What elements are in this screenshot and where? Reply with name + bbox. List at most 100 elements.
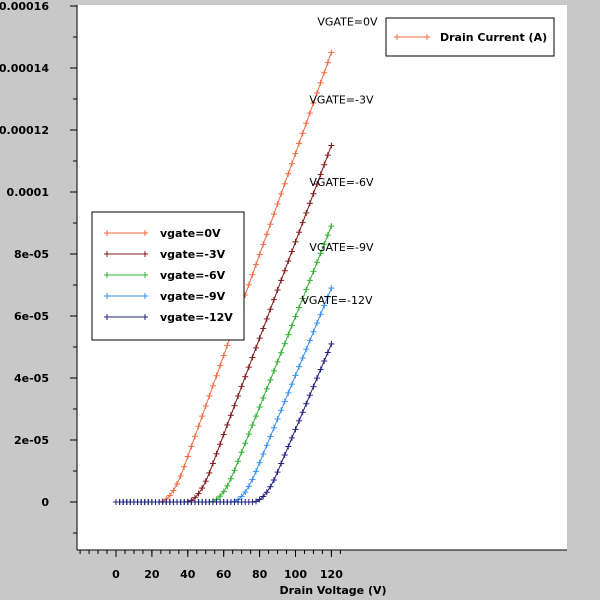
- data-point: [256, 404, 263, 411]
- data-point: [184, 453, 191, 460]
- data-point: [270, 424, 277, 431]
- data-point: [281, 180, 288, 187]
- data-point: [245, 431, 252, 438]
- data-point: [328, 285, 335, 292]
- data-point: [296, 140, 303, 147]
- data-point: [274, 358, 281, 365]
- data-point: [281, 340, 288, 347]
- data-point: [220, 352, 227, 359]
- series-layer: [113, 49, 335, 505]
- data-point: [296, 304, 303, 311]
- data-point: [249, 422, 256, 429]
- data-point: [253, 344, 260, 351]
- data-point: [263, 442, 270, 449]
- legend-marker: [424, 34, 430, 40]
- data-point: [310, 268, 317, 275]
- data-point: [263, 231, 270, 238]
- data-point: [281, 451, 288, 458]
- y-tick-label: 0.00014: [0, 62, 49, 75]
- data-point: [253, 413, 260, 420]
- data-point: [292, 313, 299, 320]
- data-point: [270, 211, 277, 218]
- legend-drain-current: Drain Current (A): [385, 17, 555, 57]
- data-point: [292, 238, 299, 245]
- data-point: [270, 367, 277, 374]
- data-point: [245, 364, 252, 371]
- data-point: [288, 248, 295, 255]
- data-point: [274, 416, 281, 423]
- data-point: [314, 259, 321, 266]
- legend-marker: [394, 34, 400, 40]
- data-point: [317, 79, 324, 86]
- data-point: [314, 375, 321, 382]
- legend-marker: [104, 251, 110, 257]
- legend-label: Drain Current (A): [440, 31, 547, 44]
- data-point: [281, 398, 288, 405]
- x-tick-label: 60: [216, 568, 232, 581]
- data-point: [306, 337, 313, 344]
- data-point: [242, 440, 249, 447]
- legend-item-vgate=-12V: vgate=-12V: [104, 311, 233, 324]
- data-point: [317, 171, 324, 178]
- y-tick-label: 0.00016: [0, 0, 49, 13]
- curve-label: VGATE=-3V: [309, 94, 374, 107]
- data-point: [321, 161, 328, 168]
- data-point: [217, 493, 224, 500]
- data-point: [253, 261, 260, 268]
- data-point: [260, 241, 267, 248]
- data-point: [299, 130, 306, 137]
- data-point: [177, 473, 184, 480]
- data-point: [249, 354, 256, 361]
- data-point: [267, 376, 274, 383]
- data-point: [217, 362, 224, 369]
- data-point: [321, 302, 328, 309]
- data-point: [324, 152, 331, 159]
- data-point: [263, 385, 270, 392]
- data-point: [260, 394, 267, 401]
- data-point: [209, 460, 216, 467]
- legend-label: vgate=-9V: [160, 290, 226, 303]
- data-point: [245, 281, 252, 288]
- data-point: [328, 340, 335, 347]
- data-point: [253, 468, 260, 475]
- data-point: [220, 488, 227, 495]
- data-point: [299, 354, 306, 361]
- data-point: [242, 373, 249, 380]
- data-point: [314, 320, 321, 327]
- legend-label: vgate=-12V: [160, 311, 233, 324]
- data-point: [181, 463, 188, 470]
- data-point: [299, 409, 306, 416]
- data-point: [278, 349, 285, 356]
- data-point: [296, 417, 303, 424]
- data-point: [249, 499, 256, 505]
- data-point: [224, 482, 231, 489]
- legend-marker: [142, 230, 148, 236]
- data-point: [195, 423, 202, 430]
- data-point: [288, 160, 295, 167]
- data-point: [256, 251, 263, 258]
- data-point: [253, 498, 260, 505]
- data-point: [314, 181, 321, 188]
- data-point: [249, 476, 256, 483]
- data-point: [296, 363, 303, 370]
- data-point: [324, 349, 331, 356]
- data-point: [310, 190, 317, 197]
- data-point: [202, 478, 209, 485]
- data-point: [270, 296, 277, 303]
- series-vgate=-12V: [113, 340, 335, 505]
- legend-marker: [142, 251, 148, 257]
- data-point: [303, 120, 310, 127]
- legend-label: vgate=-6V: [160, 269, 226, 282]
- data-point: [278, 460, 285, 467]
- legend-marker: [142, 272, 148, 278]
- data-point: [324, 293, 331, 300]
- data-point: [267, 306, 274, 313]
- data-point: [256, 496, 263, 503]
- data-point: [217, 441, 224, 448]
- legend-marker: [142, 293, 148, 299]
- data-point: [213, 372, 220, 379]
- data-point: [245, 483, 252, 490]
- data-point: [270, 477, 277, 484]
- data-point: [267, 483, 274, 490]
- data-point: [314, 89, 321, 96]
